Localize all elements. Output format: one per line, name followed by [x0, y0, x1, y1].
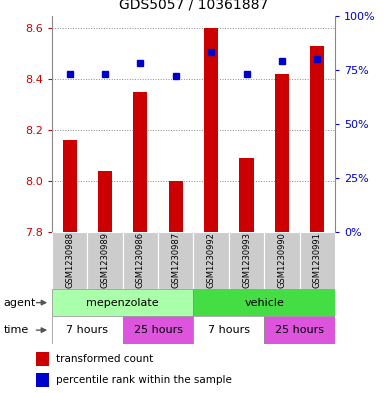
Text: 7 hours: 7 hours — [66, 325, 108, 335]
Bar — [158, 232, 193, 289]
Text: GSM1230988: GSM1230988 — [65, 232, 74, 288]
Text: 25 hours: 25 hours — [275, 325, 324, 335]
Text: vehicle: vehicle — [244, 298, 284, 308]
Text: time: time — [4, 325, 29, 335]
Bar — [123, 232, 158, 289]
Text: GSM1230990: GSM1230990 — [277, 232, 286, 288]
Bar — [52, 316, 123, 344]
Bar — [87, 232, 123, 289]
Text: agent: agent — [4, 298, 36, 308]
Bar — [52, 232, 87, 289]
Bar — [204, 28, 218, 232]
Bar — [193, 289, 335, 316]
Text: mepenzolate: mepenzolate — [86, 298, 159, 308]
Bar — [36, 373, 49, 387]
Bar — [123, 316, 193, 344]
Text: GSM1230991: GSM1230991 — [313, 232, 322, 288]
Bar — [133, 92, 147, 232]
Bar — [229, 232, 264, 289]
Text: GSM1230993: GSM1230993 — [242, 232, 251, 288]
Text: transformed count: transformed count — [55, 354, 153, 364]
Bar — [193, 232, 229, 289]
Bar — [264, 316, 335, 344]
Text: percentile rank within the sample: percentile rank within the sample — [55, 375, 231, 385]
Bar — [52, 289, 193, 316]
Bar — [36, 352, 49, 366]
Bar — [264, 232, 300, 289]
Bar — [98, 171, 112, 232]
Text: 7 hours: 7 hours — [208, 325, 250, 335]
Bar — [193, 316, 264, 344]
Title: GDS5057 / 10361887: GDS5057 / 10361887 — [119, 0, 268, 12]
Bar — [169, 181, 183, 232]
Text: GSM1230989: GSM1230989 — [100, 232, 110, 288]
Bar — [300, 232, 335, 289]
Text: GSM1230986: GSM1230986 — [136, 232, 145, 288]
Bar — [63, 140, 77, 232]
Text: 25 hours: 25 hours — [134, 325, 182, 335]
Text: GSM1230987: GSM1230987 — [171, 232, 180, 288]
Bar — [239, 158, 254, 232]
Text: GSM1230992: GSM1230992 — [207, 232, 216, 288]
Bar — [310, 46, 324, 232]
Bar — [275, 74, 289, 232]
